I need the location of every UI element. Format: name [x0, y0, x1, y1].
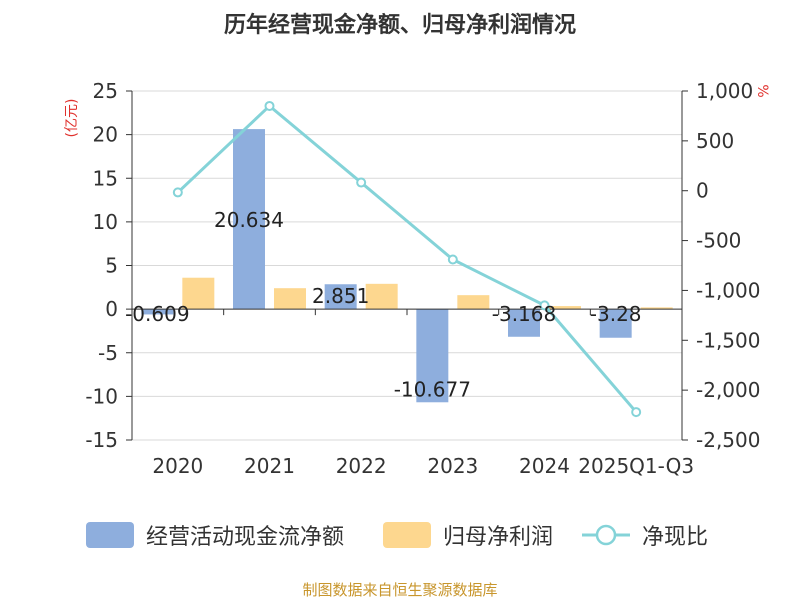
category-label: 2022: [336, 454, 387, 478]
cash-ratio-point: [356, 177, 367, 188]
net-profit-bar: [640, 307, 673, 310]
net-profit-bar: [274, 288, 306, 310]
category-label: 2025Q1-Q3: [578, 454, 694, 478]
left-axis-tick-label: -5: [98, 341, 118, 365]
cash-flow-data-label: -3.168: [492, 302, 556, 326]
right-axis-tick-label: -2,000: [696, 378, 760, 402]
source-note: 制图数据来自恒生聚源数据库: [302, 581, 497, 599]
cash-flow-data-label: 20.634: [214, 208, 284, 232]
right-axis-tick-label: 0: [696, 179, 709, 203]
right-axis-tick-label: -1,500: [696, 328, 760, 352]
right-axis-tick-label: -500: [696, 229, 741, 253]
right-axis-unit-label: %: [754, 84, 770, 97]
cash-flow-data-label: -3.28: [590, 302, 642, 326]
cash-flow-bar: [141, 309, 174, 315]
legend-swatch-net-profit: [383, 522, 431, 548]
category-label: 2021: [244, 454, 295, 478]
cash-ratio-point: [631, 407, 642, 418]
net-profit-bar: [182, 277, 215, 310]
legend-item-cash-ratio[interactable]: 净现比: [582, 524, 708, 550]
cash-flow-data-label: -10.677: [394, 377, 471, 401]
cash-ratio-point: [172, 187, 183, 198]
left-axis-tick-label: -10: [85, 384, 118, 408]
category-label: 2024: [519, 454, 570, 478]
cash-ratio-line: [176, 103, 638, 414]
category-label: 2023: [427, 454, 478, 478]
net-profit-bar: [457, 295, 490, 310]
legend-label-net-profit: 归母净利润: [443, 525, 553, 550]
cash-flow-data-label: 2.851: [312, 284, 369, 308]
cash-ratio-point: [447, 254, 458, 265]
right-axis-tick-label: -2,500: [696, 428, 760, 452]
right-axis-tick-label: 1,000: [696, 79, 753, 103]
left-axis-tick-label: 10: [93, 210, 118, 234]
left-axis-tick-label: 20: [93, 123, 118, 147]
net-profit-bar: [549, 306, 581, 310]
axes-layer: 25 20 15 10 5 0 -5 -10 -15 1,000 500 0 -500 -1,000 -1,…: [85, 79, 760, 478]
legend-label-cash-ratio: 净现比: [642, 525, 708, 550]
legend-item-net-profit[interactable]: 归母净利润: [383, 522, 553, 550]
line-layer: [172, 100, 642, 418]
left-axis-tick-label: 15: [93, 166, 118, 190]
legend-swatch-operating-cash-flow: [86, 522, 134, 548]
right-axis-tick-label: -1,000: [696, 278, 760, 302]
cash-flow-bar: [233, 129, 265, 310]
cash-flow-data-label: -0.609: [125, 302, 189, 326]
cash-flow-bar: [508, 309, 540, 337]
legend-label-operating-cash-flow: 经营活动现金流净额: [146, 525, 344, 550]
legend: 经营活动现金流净额 归母净利润 净现比: [86, 522, 708, 550]
cash-ratio-point: [539, 300, 550, 311]
category-label: 2020: [152, 454, 203, 478]
legend-item-operating-cash-flow[interactable]: 经营活动现金流净额: [86, 522, 344, 550]
data-labels-layer: -0.609 20.634 2.851 -10.677 -3.168 -3.28: [125, 208, 641, 401]
cash-ratio-point: [264, 100, 275, 111]
right-axis-tick-label: 500: [696, 129, 734, 153]
chart-title: 历年经营现金净额、归母净利润情况: [224, 12, 576, 38]
net-profit-bar: [365, 283, 398, 310]
left-axis-tick-label: 0: [105, 297, 118, 321]
legend-marker-cash-ratio: [595, 524, 617, 546]
cash-flow-bar: [324, 284, 357, 310]
bars-layer: [141, 129, 673, 403]
cash-flow-bar: [599, 309, 632, 338]
left-axis-tick-label: -15: [85, 428, 118, 452]
left-axis-tick-label: 25: [93, 79, 118, 103]
left-axis-tick-label: 5: [105, 254, 118, 278]
left-axis-unit-label: (亿元): [64, 99, 80, 138]
cash-flow-bar: [416, 309, 449, 403]
